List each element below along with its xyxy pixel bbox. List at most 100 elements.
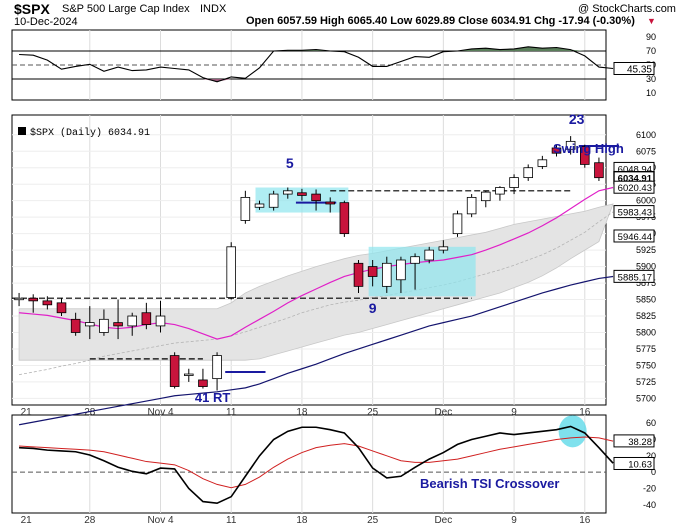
price-legend: $SPX (Daily) 6034.91	[30, 127, 150, 139]
tsi-y-tick: -40	[643, 500, 656, 510]
tsi-value-tag-box	[613, 434, 655, 448]
price-tag: 6020.43	[618, 183, 652, 194]
candle-body	[339, 202, 350, 235]
candle-body	[155, 315, 166, 327]
candle-body	[85, 322, 95, 327]
candle-body	[28, 297, 38, 302]
price-x-label: 21	[21, 407, 33, 418]
candle-body	[198, 379, 208, 387]
tsi-x-label: 9	[511, 515, 517, 526]
tsi-value-tag: 10.63	[628, 459, 652, 470]
rsi-y-tick: 90	[646, 32, 656, 42]
rsi-y-tick: 10	[646, 88, 656, 98]
tsi-value-tag: 38.28	[628, 437, 652, 448]
candle-body	[367, 266, 378, 277]
price-y-tick: 5700	[636, 393, 656, 403]
price-y-tick: 5825	[636, 311, 656, 321]
candle-body	[594, 162, 604, 179]
envelope-band	[18, 203, 614, 361]
tsi-x-label: Nov 4	[147, 515, 174, 526]
candle-body	[254, 203, 265, 208]
candle-body	[565, 140, 576, 150]
price-x-label: 25	[367, 407, 379, 418]
header-date: 10-Dec-2024	[14, 16, 78, 28]
tsi-y-tick: 60	[646, 418, 656, 428]
crossover-highlight	[558, 415, 587, 448]
price-y-tick: 5750	[636, 360, 656, 370]
tsi-y-tick: 20	[646, 451, 656, 461]
rsi-line	[19, 46, 614, 83]
rsi-y-tick: 30	[646, 74, 656, 84]
annotation-bearish-tsi: Bearish TSI Crossover	[420, 476, 559, 491]
tsi-line	[19, 425, 614, 505]
candle-body	[509, 177, 519, 188]
candle-body	[424, 249, 434, 261]
price-x-label: Dec	[434, 407, 452, 418]
price-tag: 6034.91	[618, 174, 653, 185]
rsi-y-tick: 70	[646, 46, 656, 56]
candle-body	[495, 187, 505, 195]
header-name: S&P 500 Large Cap Index	[62, 3, 190, 15]
chg-down-icon: ▼	[647, 16, 656, 26]
price-y-tick: 5775	[636, 344, 656, 354]
rsi-value-tag-box	[613, 62, 655, 75]
tsi-x-label: 16	[579, 515, 591, 526]
price-y-tick: 5925	[636, 245, 656, 255]
price-y-tick: 5850	[636, 295, 656, 305]
candle-body	[141, 312, 152, 325]
price-y-tick: 5725	[636, 377, 656, 387]
candle-body	[169, 355, 180, 387]
candle-body	[382, 262, 392, 287]
price-tag: 5946.44	[618, 232, 652, 243]
price-y-tick: 5800	[636, 328, 656, 338]
sma50-line	[18, 211, 614, 376]
price-tag-box	[613, 269, 655, 283]
candle-body	[56, 302, 67, 314]
candle-body	[212, 355, 222, 380]
candle-body	[551, 147, 562, 154]
tsi-y-tick: -20	[643, 484, 656, 494]
price-tag: 5983.43	[618, 208, 652, 219]
candle-body	[580, 146, 590, 165]
price-y-tick: 6075	[636, 146, 656, 156]
candle-body	[297, 192, 307, 196]
candle-body	[452, 213, 463, 235]
candle-body	[42, 300, 53, 306]
price-x-label: 9	[511, 407, 517, 418]
candle-body	[325, 201, 335, 205]
price-x-label: Nov 4	[147, 407, 174, 418]
tsi-x-label: 25	[367, 515, 379, 526]
candle-body	[283, 190, 293, 195]
price-tag: 6048.94	[618, 164, 652, 175]
legend-swatch	[18, 127, 26, 135]
price-y-tick: 6100	[636, 130, 656, 140]
annotation-9: 9	[369, 300, 377, 316]
annotation-41-rt: 41 RT	[195, 390, 230, 405]
tsi-x-label: 18	[296, 515, 308, 526]
price-x-label: 28	[84, 407, 96, 418]
candle-body	[70, 318, 81, 333]
candle-body	[184, 373, 194, 376]
price-x-label: 18	[296, 407, 308, 418]
tsi-x-label: 21	[21, 515, 33, 526]
tsi-x-label: Dec	[434, 515, 452, 526]
candle-body	[99, 318, 109, 333]
header-ohlc: Open 6057.59 High 6065.40 Low 6029.89 Cl…	[246, 15, 635, 27]
tsi-x-label: 11	[226, 515, 237, 526]
tsi-y-tick: 0	[651, 467, 656, 477]
candle-body	[466, 196, 477, 215]
candle-body	[311, 193, 321, 202]
candle-body	[481, 191, 491, 202]
price-y-tick: 5900	[636, 262, 656, 272]
candle-body	[226, 246, 236, 298]
price-tag: 5885.17	[618, 272, 652, 283]
tsi-panel	[11, 414, 607, 514]
price-y-tick: 5875	[636, 278, 656, 288]
tsi-value-tag-box	[613, 456, 655, 470]
rsi-value-tag: 45.35	[627, 65, 652, 76]
price-x-label: 16	[579, 407, 591, 418]
candle-body	[113, 322, 123, 327]
tsi-signal-line	[19, 436, 614, 489]
candle-body	[353, 262, 364, 287]
header-exchange: INDX	[200, 3, 227, 15]
